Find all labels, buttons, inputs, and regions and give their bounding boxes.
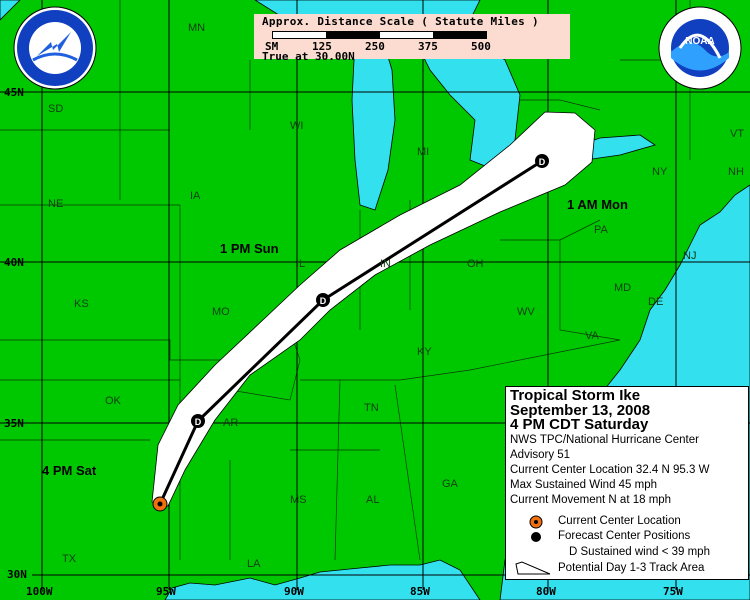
state-label: KS	[74, 298, 89, 310]
state-label: NH	[728, 166, 744, 178]
current-movement: Current Movement N at 18 mph	[510, 493, 672, 506]
track-label-sun: 1 PM Sun	[220, 241, 279, 256]
d-marker-letter: D	[320, 296, 327, 306]
d-marker-letter: D	[539, 157, 546, 167]
track-label-current: 4 PM Sat	[42, 463, 97, 478]
scale-tick: 250	[365, 40, 385, 53]
storm-name: Tropical Storm Ike	[510, 387, 641, 404]
forecast-position-d1: D	[191, 414, 205, 428]
scale-tick: 125	[312, 40, 332, 53]
state-label: WI	[290, 120, 304, 132]
scale-tick: 500	[471, 40, 491, 53]
state-label: IN	[380, 258, 391, 270]
current-center-icon	[529, 515, 543, 528]
gulf-of-mexico	[164, 559, 481, 600]
key-current: Current Center Location	[558, 515, 681, 527]
state-label: IL	[296, 258, 306, 270]
forecast-position-d2: D	[316, 293, 330, 307]
track-label-mon: 1 AM Mon	[567, 197, 628, 212]
scale-note: True at 30.00N	[262, 50, 355, 63]
scale-tick: SM	[265, 40, 279, 53]
state-label: AL	[366, 494, 380, 506]
forecast-position-d3: D	[535, 154, 549, 168]
state-label: MD	[614, 282, 632, 294]
nws-logo	[13, 6, 97, 90]
state-label: IA	[190, 190, 201, 202]
agency: NWS TPC/National Hurricane Center	[510, 433, 699, 446]
hudson-bay-area	[0, 0, 21, 21]
advisory-date: September 13, 2008	[510, 401, 651, 419]
max-wind: Max Sustained Wind 45 mph	[510, 478, 658, 491]
key-cone: Potential Day 1-3 Track Area	[558, 561, 705, 574]
potential-track-area-cone	[151, 111, 596, 507]
state-label: VA	[585, 330, 599, 342]
state-label: MS	[290, 494, 307, 506]
state-label: DE	[648, 296, 664, 308]
scale-bar	[272, 31, 487, 39]
lat-label: 35N	[4, 417, 24, 430]
advisory-time: 4 PM CDT Saturday	[510, 416, 649, 433]
state-label: OH	[467, 258, 484, 270]
state-label: SD	[48, 103, 64, 115]
key-forecast: Forecast Center Positions	[558, 530, 691, 542]
state-label: TN	[364, 402, 379, 414]
state-label: NJ	[683, 250, 697, 262]
scale-tick: 375	[418, 40, 438, 53]
lon-label: 100W	[26, 585, 53, 598]
lon-label: 85W	[410, 585, 430, 598]
lat-label: 30N	[7, 568, 27, 581]
key-d: D Sustained wind < 39 mph	[569, 546, 710, 558]
state-label: MI	[417, 146, 430, 158]
lon-label: 75W	[663, 585, 683, 598]
state-label: GA	[442, 478, 458, 490]
d-marker-letter: D	[195, 417, 202, 427]
state-label: WV	[517, 306, 535, 318]
advisory-legend: Tropical Storm Ike September 13, 2008 4 …	[505, 386, 749, 580]
lat-label: 45N	[4, 86, 24, 99]
state-label: MN	[188, 22, 206, 34]
state-label: NY	[652, 166, 668, 178]
state-label: AR	[223, 417, 239, 429]
state-label: PA	[594, 224, 608, 236]
lon-label: 80W	[536, 585, 556, 598]
noaa-logo: NOAA	[658, 6, 742, 90]
lon-label: 90W	[284, 585, 304, 598]
center-location: Current Center Location 32.4 N 95.3 W	[510, 463, 710, 476]
state-label: OK	[105, 395, 121, 407]
cone-icon	[515, 561, 551, 575]
forecast-track-line	[158, 159, 543, 505]
state-label: MO	[212, 306, 230, 318]
lon-label: 95W	[156, 585, 176, 598]
forecast-position-icon	[531, 531, 541, 542]
state-label: VT	[730, 128, 745, 140]
lat-label: 40N	[4, 256, 24, 269]
state-label: NE	[48, 198, 64, 210]
noaa-logo-text: NOAA	[685, 36, 714, 47]
state-label: TX	[62, 553, 77, 565]
state-label: KY	[417, 346, 432, 358]
advisory-number: Advisory 51	[510, 448, 571, 461]
scale-title: Approx. Distance Scale ( Statute Miles )	[262, 15, 539, 28]
state-label: LA	[247, 558, 261, 570]
current-center-marker	[152, 496, 168, 512]
distance-scale: Approx. Distance Scale ( Statute Miles )…	[254, 14, 570, 63]
